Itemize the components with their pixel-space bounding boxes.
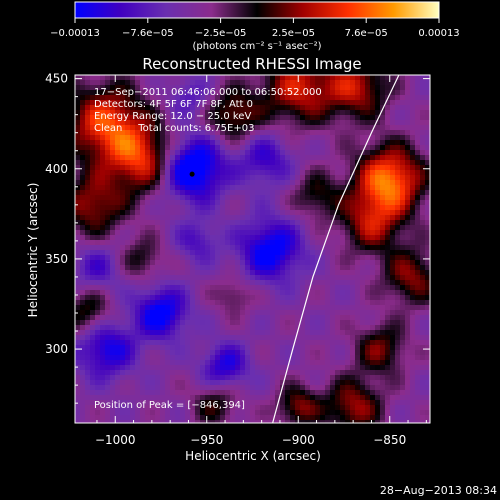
y-tick-label: 300 <box>45 342 68 356</box>
colorbar-tick-label: −0.00013 <box>50 28 100 39</box>
colorbar <box>74 1 440 19</box>
x-tick-label: −850 <box>373 433 406 447</box>
annotation-time-range: 17−Sep−2011 06:46:06.000 to 06:50:52.000 <box>94 87 322 98</box>
colorbar-tick-label: 2.5e−05 <box>272 28 315 39</box>
footer-timestamp: 28−Aug−2013 08:34 <box>380 484 497 497</box>
colorbar-tick-label: 0.00013 <box>418 28 459 39</box>
y-tick-label: 350 <box>45 252 68 266</box>
y-axis-label: Heliocentric Y (arcsec) <box>26 183 40 318</box>
peak-marker <box>189 171 195 177</box>
annotation-clean-counts: Clean Total counts: 6.75E+03 <box>94 123 254 134</box>
x-tick-label: −900 <box>282 433 315 447</box>
peak-position-label: Position of Peak = [−846,394] <box>94 400 245 411</box>
plot-frame <box>74 74 431 424</box>
colorbar-unit-label: (photons cm⁻² s⁻¹ asec⁻²) <box>192 41 321 52</box>
annotation-energy-range: Energy Range: 12.0 − 25.0 keV <box>94 111 251 122</box>
y-tick-label: 400 <box>45 162 68 176</box>
annotation-detectors: Detectors: 4F 5F 6F 7F 8F, Att 0 <box>94 99 253 110</box>
y-tick-label: 450 <box>45 72 68 86</box>
x-axis-label: Heliocentric X (arcsec) <box>185 449 321 463</box>
x-tick-label: −1000 <box>95 433 136 447</box>
y-axis-ticks: 300 350 400 450 <box>45 72 430 404</box>
chart-title: Reconstructed RHESSI Image <box>142 55 361 73</box>
colorbar-tick-label: −2.5e−05 <box>195 28 247 39</box>
colorbar-tick-label: −7.6e−05 <box>122 28 174 39</box>
heatmap-image <box>75 75 430 423</box>
colorbar-ticks: −0.00013 −7.6e−05 −2.5e−05 2.5e−05 7.6e−05 0.… <box>50 18 460 39</box>
colorbar-tick-label: 7.6e−05 <box>345 28 388 39</box>
x-tick-label: −950 <box>190 433 223 447</box>
x-axis-ticks: −1000 −950 −900 −850 <box>95 75 427 447</box>
solar-limb-line <box>272 75 400 423</box>
